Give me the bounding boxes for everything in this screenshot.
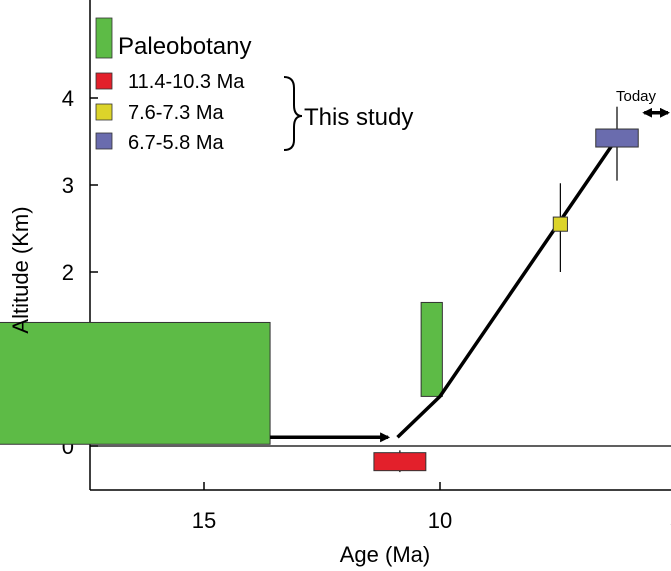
x-tick-label-3: 5 <box>670 508 671 533</box>
x-ticks: 2015105 <box>192 482 671 533</box>
y-tick-label-3: 3 <box>62 173 74 198</box>
paleobotany-box-1 <box>420 301 443 397</box>
x-tick-label-2: 10 <box>428 508 452 533</box>
x-axis-title: Age (Ma) <box>340 542 430 567</box>
legend-group-brace <box>283 76 303 151</box>
y-tick-label-2: 2 <box>62 260 74 285</box>
chart-marks <box>0 106 670 473</box>
y-axis-title: Altitude (Km) <box>8 206 33 333</box>
legend-group-label: This study <box>304 104 413 131</box>
study-point-s2 <box>552 216 568 232</box>
legend: Paleobotany 11.4-10.3 Ma 7.6-7.3 Ma 6.7-… <box>95 17 413 154</box>
y-tick-label-4: 4 <box>62 86 74 111</box>
legend-label-paleobotany: Paleobotany <box>118 33 251 60</box>
legend-swatch-s3 <box>95 132 113 150</box>
legend-label-s3: 6.7-5.8 Ma <box>128 132 224 154</box>
legend-swatch-s1 <box>95 72 113 90</box>
legend-label-s2: 7.6-7.3 Ma <box>128 102 224 124</box>
legend-swatch-s2 <box>95 103 113 121</box>
today-annotation: Today <box>616 88 657 105</box>
paleobotany-box-0 <box>0 321 271 445</box>
study-point-s3 <box>595 128 639 148</box>
study-point-s1 <box>373 452 427 472</box>
legend-label-s1: 11.4-10.3 Ma <box>128 71 245 93</box>
legend-swatch-paleobotany <box>95 17 113 59</box>
x-tick-label-1: 15 <box>192 508 216 533</box>
